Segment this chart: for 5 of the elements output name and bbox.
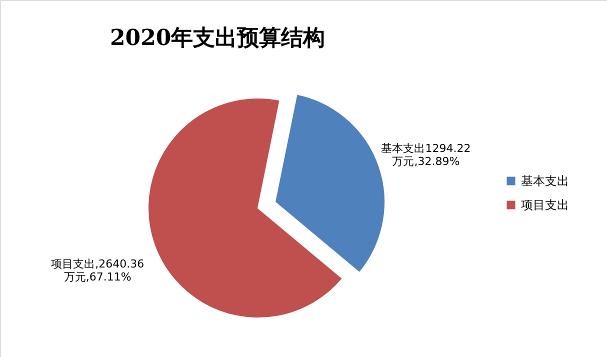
data-label: 基本支出1294.22 万元,32.89% [381,142,471,168]
data-label: 项目支出,2640.36 万元,67.11% [51,257,144,284]
legend-label: 基本支出 [521,174,569,188]
legend-label: 项目支出 [521,198,569,212]
chart-title: 2020年支出预算结构 [110,25,326,51]
